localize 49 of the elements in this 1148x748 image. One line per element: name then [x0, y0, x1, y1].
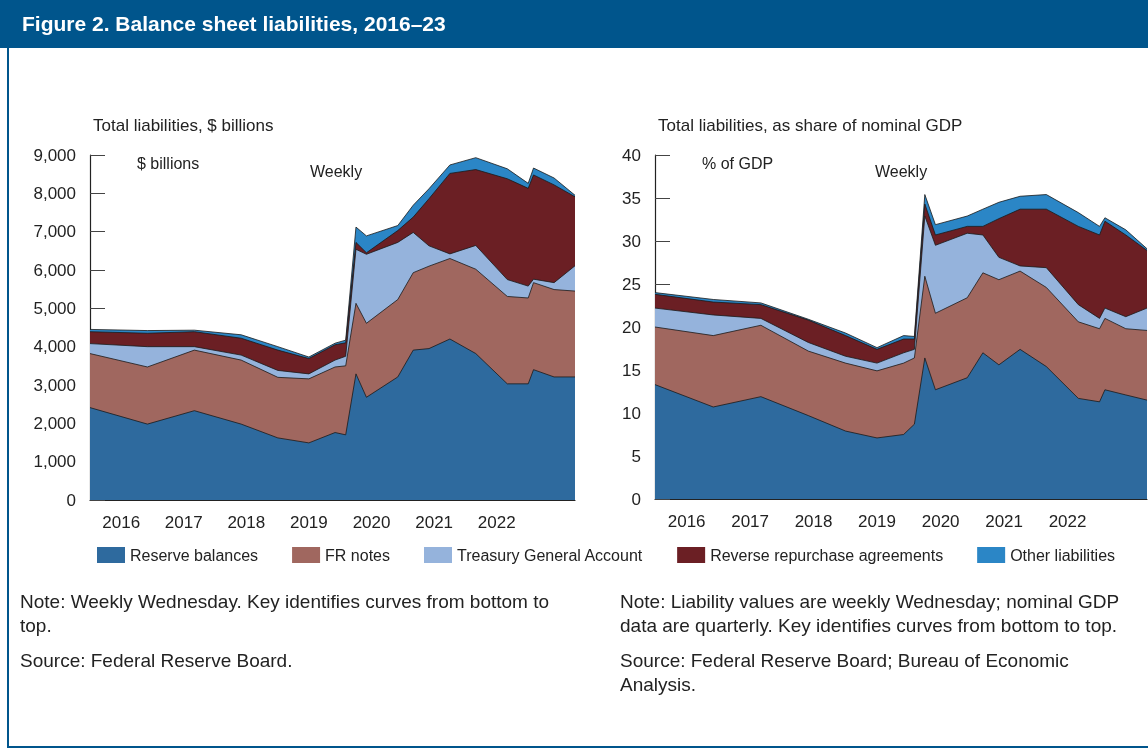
- legend-label: Treasury General Account: [456, 546, 643, 564]
- x-tick-label: 2017: [731, 512, 770, 531]
- y-tick-label: 6,000: [33, 260, 76, 280]
- y-tick-label: 7,000: [33, 222, 76, 242]
- chart-title: Figure 2. Balance sheet liabilities, 2016–23: [0, 0, 1148, 48]
- chart-subtitle: Total liabilities, $ billions: [93, 116, 274, 135]
- legend-label: Reserve balances: [130, 546, 259, 564]
- y-tick-label: 3,000: [33, 375, 76, 395]
- y-tick-label: 30: [622, 231, 641, 251]
- y-tick-label: 20: [622, 317, 641, 337]
- y-tick-label: 9,000: [33, 145, 76, 165]
- annotation: Weekly: [310, 162, 363, 180]
- x-tick-label: 2021: [415, 513, 454, 532]
- x-tick-label: 2022: [477, 513, 516, 532]
- y-tick-label: 8,000: [33, 183, 76, 203]
- y-tick-label: 10: [622, 403, 641, 423]
- y-tick-label: 2,000: [33, 413, 76, 433]
- x-tick-label: 2016: [667, 512, 706, 531]
- y-tick-label: 15: [622, 360, 641, 380]
- y-tick-label: 35: [622, 188, 641, 208]
- x-tick-label: 2019: [858, 512, 896, 531]
- x-tick-label: 2021: [985, 512, 1024, 531]
- legend-label: Other liabilities: [1010, 546, 1116, 564]
- text: Note: Weekly Wednesday. Key identifies curves from bottom to top.: [20, 590, 551, 639]
- x-tick-label: 2020: [352, 513, 391, 532]
- y-tick-label: 40: [622, 145, 641, 165]
- chart-subtitle: Total liabilities, as share of nominal GDP: [658, 116, 963, 135]
- legend-label: FR notes: [325, 546, 390, 564]
- y-tick-label: 1,000: [33, 452, 76, 472]
- source-note: Source: Federal Reserve Board; Bureau of Economic Analysis.: [620, 648, 1070, 697]
- x-tick-label: 2018: [794, 512, 833, 531]
- y-tick-label: 5,000: [33, 298, 76, 318]
- y-tick-label: 25: [622, 274, 641, 294]
- x-tick-label: 2016: [102, 513, 141, 532]
- x-tick-label: 2018: [227, 513, 266, 532]
- y-tick-label: 0: [66, 490, 76, 510]
- source-note: Source: Federal Reserve Board.: [20, 648, 294, 673]
- x-tick-label: 2019: [289, 513, 328, 532]
- annotation: Weekly: [875, 162, 928, 180]
- y-axis-title: $ billions: [137, 154, 200, 172]
- x-tick-label: 2017: [164, 513, 203, 532]
- text: Note: Liability values are weekly Wednesday; nominal GDP data are quarterly. Key identifies curves from bottom to top.: [620, 590, 1120, 639]
- x-tick-label: 2020: [921, 512, 960, 531]
- legend-label: Reverse repurchase agreements: [710, 546, 944, 564]
- y-tick-label: 5: [631, 446, 641, 466]
- x-tick-label: 2022: [1048, 512, 1087, 531]
- y-tick-label: 0: [631, 489, 641, 509]
- y-tick-label: 4,000: [33, 337, 76, 357]
- y-axis-title: % of GDP: [702, 154, 774, 172]
